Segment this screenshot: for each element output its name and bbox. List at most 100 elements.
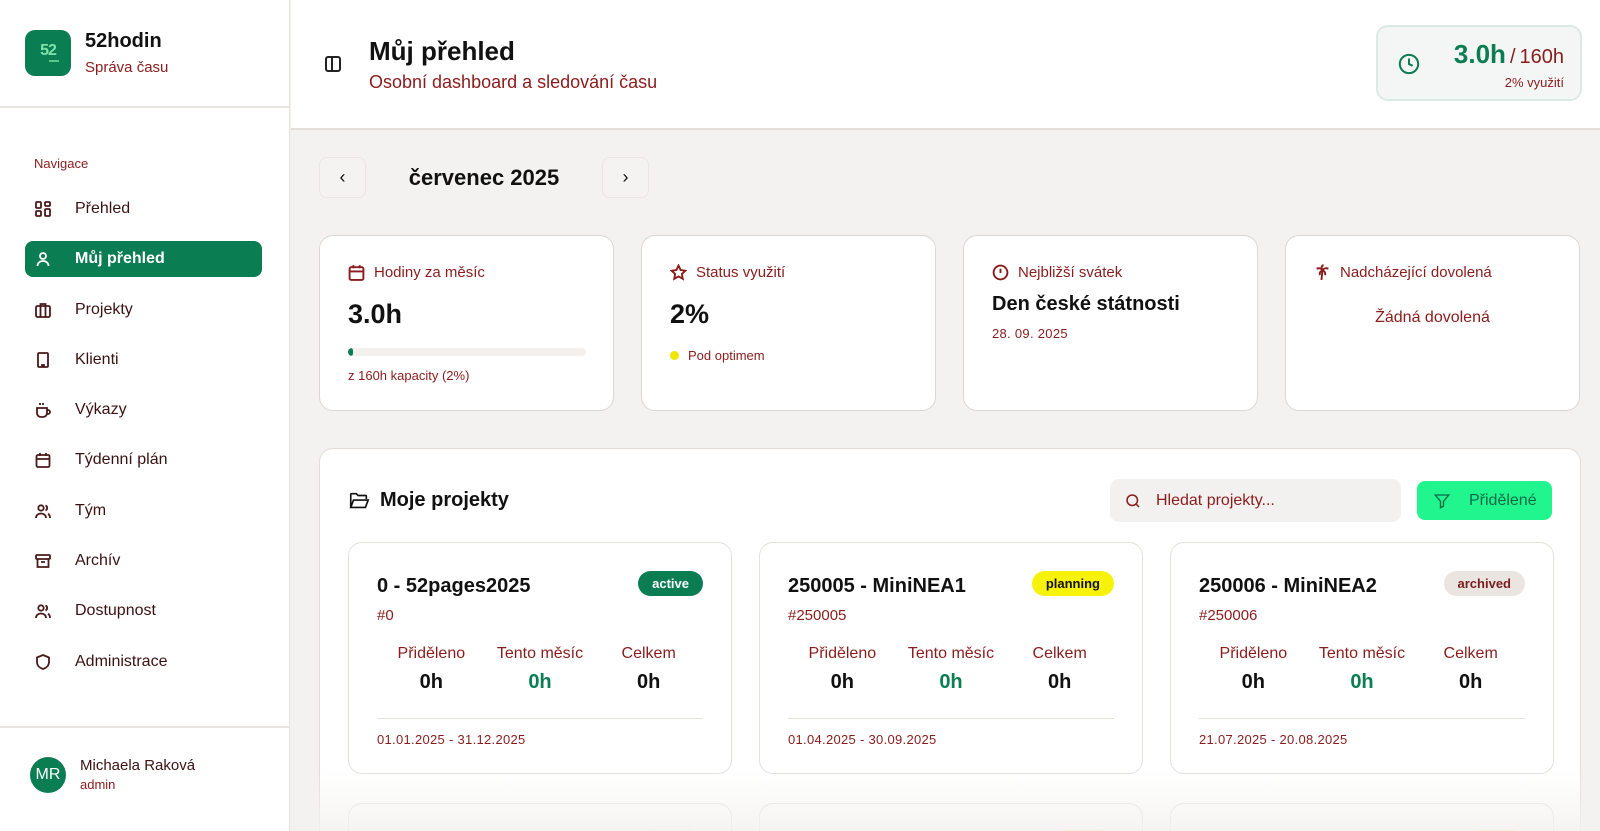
sidebar-item-administrace[interactable]: Administrace [25, 644, 262, 680]
chevron-right-icon: › [622, 167, 629, 187]
month-navigator: ‹ červenec 2025 › [319, 157, 649, 198]
projects-heading: Moje projekty [348, 489, 509, 512]
palm-tree-icon [1316, 264, 1329, 281]
project-title: 250005 - MiniNEA1 [788, 575, 966, 597]
metric-label: Přiděleno [1219, 645, 1288, 662]
assigned-filter-button[interactable]: Přidělené [1417, 481, 1552, 520]
project-metrics: Přiděleno 0h Tento měsíc 0h Celkem 0h [377, 645, 703, 694]
stat-label: Nejbližší svátek [1018, 264, 1123, 281]
hours-capacity: 160h [1519, 46, 1565, 68]
current-month: červenec 2025 [408, 164, 560, 190]
sidebar-item-archiv[interactable]: Archív [25, 543, 262, 579]
users-icon [35, 604, 51, 619]
project-search[interactable] [1110, 479, 1401, 522]
metric-this-month: 0h [528, 671, 552, 693]
sidebar-item-tydenni-plan[interactable]: Týdenní plán [25, 442, 262, 478]
clock-icon [1398, 53, 1420, 75]
sidebar: 52 52hodin Správa času Navigace Přehled … [0, 0, 290, 831]
logo-mark: 52 [40, 42, 57, 59]
projects-title: Moje projekty [380, 489, 509, 511]
hours-worked: 3.0h [1453, 39, 1506, 69]
project-card-partial[interactable] [759, 803, 1143, 831]
project-dates: 01.04.2025 - 30.09.2025 [788, 732, 937, 747]
filter-icon [1433, 493, 1451, 509]
nav-section-label: Navigace [34, 156, 89, 171]
brand-name: 52hodin [85, 30, 162, 52]
sidebar-item-vykazy[interactable]: Výkazy [25, 392, 262, 428]
filter-label: Přidělené [1469, 491, 1537, 509]
metric-label: Tento měsíc [1318, 645, 1406, 662]
metric-total: 0h [1458, 671, 1483, 693]
users-icon [35, 504, 51, 518]
next-month-button[interactable]: › [602, 157, 649, 198]
project-code: #250006 [1199, 607, 1258, 624]
project-card-partial[interactable] [348, 803, 732, 831]
stat-label: Hodiny za měsíc [374, 264, 485, 281]
metric-label: Celkem [1443, 645, 1498, 662]
sidebar-item-label: Klienti [75, 350, 119, 368]
sidebar-item-dostupnost[interactable]: Dostupnost [25, 593, 262, 629]
metric-this-month: 0h [1350, 671, 1374, 693]
page-title: Můj přehled [369, 36, 515, 66]
metric-assigned: 0h [419, 671, 443, 693]
hours-utilization: 2% využití [1504, 75, 1564, 90]
metric-this-month: 0h [939, 671, 963, 693]
app-logo[interactable]: 52 [25, 30, 71, 76]
status-text: Pod optimem [688, 348, 765, 363]
progress-fill [348, 348, 353, 356]
status-dot-icon [670, 351, 679, 360]
shield-icon [36, 653, 50, 670]
project-metrics: Přiděleno 0h Tento měsíc 0h Celkem 0h [1199, 645, 1525, 694]
status-badge: archived [1443, 571, 1525, 596]
holiday-name: Den české státnosti [992, 293, 1180, 315]
prev-month-button[interactable]: ‹ [319, 157, 366, 198]
hours-ratio: 3.0h/160h [1454, 39, 1564, 70]
project-card[interactable]: 250005 - MiniNEA1 planning #250005 Přidě… [759, 542, 1143, 774]
coffee-icon [36, 403, 51, 419]
stat-value: 3.0h [348, 299, 403, 329]
stat-card-holiday: Nejbližší svátek Den české státnosti 28.… [963, 235, 1258, 411]
sidebar-item-label: Administrace [75, 652, 168, 670]
calendar-icon [348, 265, 365, 281]
star-icon [670, 264, 687, 281]
sidebar-item-prehled[interactable]: Přehled [25, 191, 262, 227]
page-header: Můj přehled Osobní dashboard a sledování… [291, 0, 1600, 130]
project-card[interactable]: 0 - 52pages2025 active #0 Přiděleno 0h Te… [348, 542, 732, 774]
avatar: MR [30, 756, 66, 793]
sidebar-item-muj-prehled[interactable]: Můj přehled [25, 241, 262, 278]
brand-subtitle: Správa času [85, 59, 169, 76]
sidebar-item-label: Tým [75, 501, 107, 519]
capacity-progress-bar [348, 348, 586, 356]
metric-label: Celkem [1032, 645, 1087, 662]
project-title: 0 - 52pages2025 [377, 575, 531, 597]
stats-row: Hodiny za měsíc 3.0h z 160h kapacity (2%… [319, 235, 1580, 411]
sidebar-nav: Přehled Můj přehled Projekty Klienti Výk… [25, 191, 262, 694]
stat-card-vacation: Nadcházející dovolená Žádná dovolená [1285, 235, 1580, 411]
project-dates: 01.01.2025 - 31.12.2025 [377, 732, 526, 747]
logo-underline [49, 60, 59, 62]
sidebar-item-klienti[interactable]: Klienti [25, 342, 262, 378]
user-role: admin [80, 777, 116, 792]
stat-label: Status využití [696, 264, 786, 281]
sidebar-item-tym[interactable]: Tým [25, 493, 262, 529]
metric-assigned: 0h [830, 671, 854, 693]
sidebar-item-label: Týdenní plán [75, 451, 168, 469]
stat-note: z 160h kapacity (2%) [348, 368, 470, 383]
calendar-icon [35, 453, 51, 469]
project-code: #250005 [788, 607, 847, 624]
sidebar-item-label: Přehled [75, 200, 131, 217]
metric-assigned: 0h [1241, 671, 1265, 693]
metric-total: 0h [1047, 671, 1072, 693]
search-input[interactable] [1156, 491, 1376, 510]
project-card[interactable]: 250006 - MiniNEA2 archived #250006 Přidě… [1170, 542, 1554, 774]
alert-circle-icon [992, 264, 1009, 281]
sidebar-item-projekty[interactable]: Projekty [25, 292, 262, 328]
user-profile[interactable]: MR Michaela Raková admin [0, 726, 290, 831]
vacation-empty-text: Žádná dovolená [1375, 309, 1490, 326]
sidebar-toggle-icon[interactable] [325, 56, 341, 72]
metric-label: Tento měsíc [496, 645, 584, 662]
building-icon [37, 351, 49, 368]
user-icon [36, 252, 50, 267]
project-code: #0 [377, 607, 394, 624]
project-card-partial[interactable] [1170, 803, 1554, 831]
